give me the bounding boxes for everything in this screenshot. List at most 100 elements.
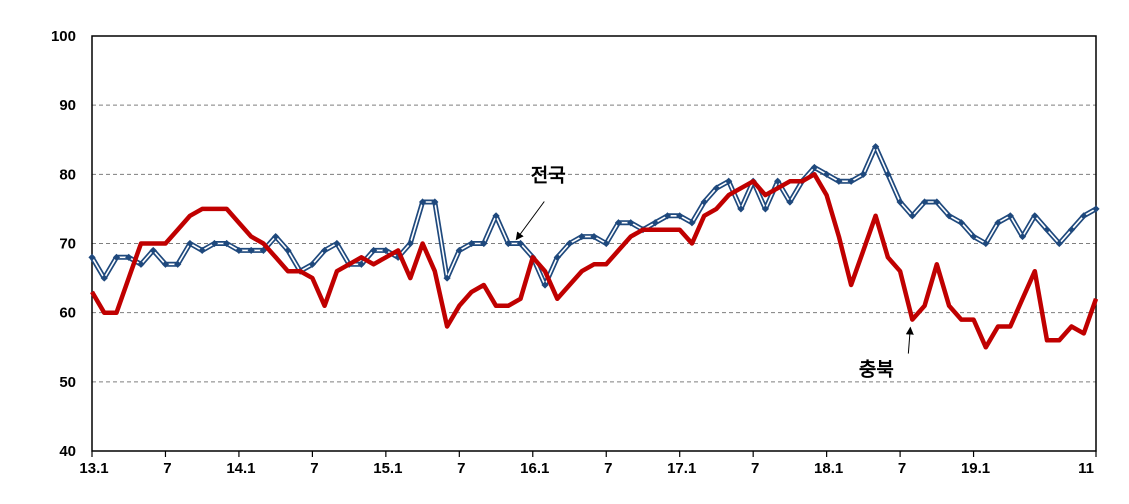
data-point-22 <box>357 260 365 268</box>
x-tick-label-2: 14.1 <box>226 460 255 477</box>
data-point-29 <box>443 274 451 282</box>
series-layer <box>88 143 1100 350</box>
annotation-arrow-0 <box>515 201 545 241</box>
y-tick-label-100: 100 <box>51 28 76 45</box>
data-point-4 <box>137 260 145 268</box>
data-point-13 <box>247 246 255 255</box>
data-point-69 <box>933 198 941 206</box>
x-tick-label-11: 7 <box>898 460 906 477</box>
plot-frame <box>91 35 1097 452</box>
y-tick-label-90: 90 <box>59 97 76 114</box>
data-point-40 <box>578 232 586 241</box>
data-point-73 <box>982 239 990 248</box>
data-point-27 <box>418 198 427 206</box>
data-point-41 <box>590 232 598 241</box>
x-tick-label-8: 17.1 <box>667 460 696 477</box>
series-national <box>88 143 1100 289</box>
y-tick-label-70: 70 <box>59 236 76 253</box>
data-point-64 <box>872 143 880 151</box>
x-tick-label-10: 18.1 <box>814 460 843 477</box>
series-line <box>90 172 1099 350</box>
data-point-47 <box>663 212 672 220</box>
x-tick-label-3: 7 <box>310 460 318 477</box>
data-point-35 <box>516 239 525 248</box>
data-point-66 <box>896 198 904 206</box>
data-point-52 <box>725 177 733 185</box>
data-point-82 <box>1092 205 1100 213</box>
data-point-5 <box>149 246 157 255</box>
data-point-11 <box>223 239 231 248</box>
data-point-75 <box>1006 212 1014 220</box>
annotation-label-0: 전국 <box>531 165 566 187</box>
annotation-label-1: 충북 <box>859 359 894 381</box>
x-tick-label-5: 7 <box>457 460 465 477</box>
gridlines <box>92 104 1096 383</box>
x-tick-labels: 13.1 7 14.1 7 15.1 7 16.1 7 17.1 7 18.1 7 19.1 11 <box>79 460 1094 477</box>
data-point-43 <box>614 219 623 227</box>
y-tick-label-60: 60 <box>59 305 76 322</box>
data-point-61 <box>835 177 843 185</box>
data-point-19 <box>321 246 329 255</box>
data-point-44 <box>627 219 635 227</box>
data-point-50 <box>700 198 708 206</box>
data-point-68 <box>920 198 929 206</box>
x-tick-label-6: 16.1 <box>520 460 549 477</box>
data-point-38 <box>553 253 561 261</box>
data-point-42 <box>602 239 610 248</box>
data-point-10 <box>210 239 219 248</box>
data-point-53 <box>737 205 745 213</box>
x-tick-label-13: 11 <box>1078 460 1094 477</box>
data-point-26 <box>406 239 414 248</box>
x-tick-label-0: 13.1 <box>79 460 108 477</box>
y-tick-label-50: 50 <box>59 374 76 391</box>
data-point-16 <box>284 246 292 255</box>
data-point-65 <box>884 170 892 178</box>
data-point-3 <box>125 253 133 261</box>
axes <box>91 35 1097 457</box>
data-point-70 <box>945 212 953 220</box>
x-tick-label-12: 19.1 <box>961 460 990 477</box>
data-point-55 <box>761 205 770 213</box>
y-tick-label-40: 40 <box>59 443 76 460</box>
data-point-80 <box>1067 226 1076 234</box>
data-point-74 <box>994 219 1002 227</box>
data-point-2 <box>112 253 121 261</box>
data-point-25 <box>394 253 402 261</box>
data-point-67 <box>908 212 916 220</box>
y-tick-label-80: 80 <box>59 166 76 183</box>
data-point-23 <box>370 246 378 255</box>
data-point-77 <box>1031 212 1039 220</box>
x-tick-label-1: 7 <box>163 460 171 477</box>
data-point-39 <box>565 239 574 248</box>
annotation-arrow-1 <box>905 326 914 354</box>
data-point-79 <box>1055 239 1063 248</box>
data-point-76 <box>1018 232 1027 241</box>
data-point-28 <box>431 198 439 206</box>
data-point-37 <box>541 281 549 289</box>
data-point-31 <box>467 239 476 248</box>
data-point-59 <box>810 163 818 172</box>
data-point-9 <box>198 246 206 255</box>
data-point-49 <box>688 219 696 227</box>
x-tick-label-9: 7 <box>751 460 759 477</box>
data-point-15 <box>272 232 280 241</box>
data-point-62 <box>847 177 855 185</box>
data-point-12 <box>235 246 243 255</box>
data-point-14 <box>259 246 268 255</box>
data-point-8 <box>186 239 194 248</box>
data-point-7 <box>174 260 182 268</box>
data-point-0 <box>88 253 96 261</box>
data-point-34 <box>504 239 512 248</box>
data-point-72 <box>969 232 978 241</box>
data-point-1 <box>100 274 108 282</box>
data-point-18 <box>308 260 316 268</box>
data-point-30 <box>455 246 463 255</box>
data-point-20 <box>333 239 341 248</box>
data-point-33 <box>492 212 500 220</box>
data-point-63 <box>859 170 867 178</box>
x-tick-label-4: 15.1 <box>373 460 402 477</box>
data-point-81 <box>1080 212 1088 220</box>
y-tick-labels: 40 50 60 70 80 90 100 <box>51 28 76 460</box>
